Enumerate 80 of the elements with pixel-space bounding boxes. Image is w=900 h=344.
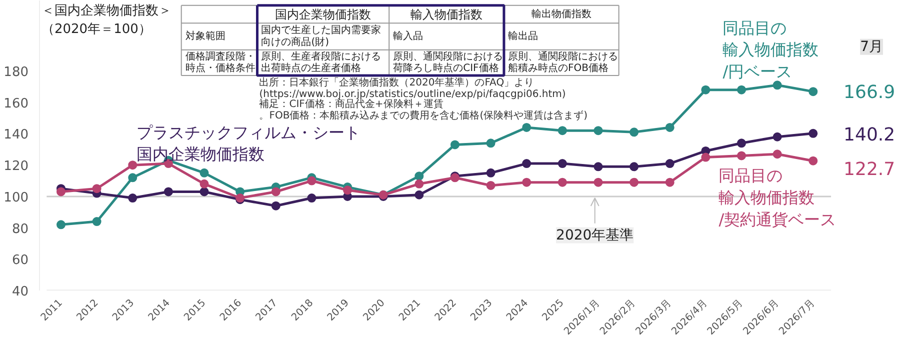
annotation: 価格調査段階・時点・価格条件 xyxy=(185,50,256,74)
annotation: 対象範囲 xyxy=(185,30,226,42)
ref-line-label: 2020年基準 xyxy=(556,227,634,244)
point xyxy=(307,194,316,203)
annotation: 原則、通関段階における船積み時点のFOB価格 xyxy=(508,50,618,74)
text: （2020年＝100） xyxy=(42,22,152,38)
point xyxy=(665,159,674,168)
y-tick-label: 80 xyxy=(12,222,29,237)
point xyxy=(56,187,66,196)
annotation: 原則、通関段階における荷降ろし時点のCIF価格 xyxy=(393,50,504,74)
point xyxy=(307,176,316,186)
point xyxy=(630,162,639,172)
point xyxy=(665,122,674,132)
point xyxy=(630,128,639,137)
data-label: 122.7 xyxy=(844,159,896,180)
annotation: 出所：日本銀行「企業物価指数（2020年基準）のFAQ」より(https://www.boj.or.jp/statistics/outline/exp/pi/faqcgpi06.htm) xyxy=(259,76,566,100)
annotation: 原則、生産者段階における出荷時点の生産者価格 xyxy=(261,50,382,74)
point xyxy=(271,187,280,196)
point xyxy=(808,87,818,96)
point xyxy=(736,151,746,160)
point xyxy=(271,201,280,210)
point xyxy=(92,217,102,226)
y-tick-label: 180 xyxy=(4,65,29,80)
series-label: 同品目の輸入物価指数/契約通貨ベース xyxy=(718,166,836,229)
point xyxy=(128,173,138,182)
point xyxy=(594,126,603,136)
point xyxy=(56,220,66,230)
point xyxy=(200,179,209,188)
point xyxy=(486,138,496,148)
point xyxy=(414,190,424,200)
chart-title: ＜国内企業物価指数＞ xyxy=(42,3,172,18)
point xyxy=(486,168,496,178)
point xyxy=(630,178,639,187)
point xyxy=(736,85,746,94)
point xyxy=(558,178,567,187)
point xyxy=(128,160,138,170)
point xyxy=(772,80,782,90)
point xyxy=(128,194,138,203)
point xyxy=(343,186,352,195)
point xyxy=(414,172,424,181)
point xyxy=(200,168,209,178)
point xyxy=(701,85,710,94)
point xyxy=(92,184,102,194)
annotation: 輸入品 xyxy=(393,30,424,42)
point xyxy=(522,122,532,132)
text: 7月 xyxy=(860,38,883,55)
series-label: 同品目の輸入物価指数/円ベース xyxy=(722,18,819,81)
point xyxy=(701,152,710,162)
y-tick-label: 140 xyxy=(4,128,29,143)
data-label: 166.9 xyxy=(844,82,896,104)
y-tick-label: 160 xyxy=(4,96,29,112)
y-tick-label: 120 xyxy=(4,159,29,174)
y-tick-label: 60 xyxy=(12,253,29,268)
point xyxy=(772,132,782,142)
point xyxy=(736,138,746,148)
y-tick-label: 40 xyxy=(12,284,29,300)
point xyxy=(808,156,818,166)
point xyxy=(772,150,782,159)
point xyxy=(200,187,209,196)
data-label: 140.2 xyxy=(844,124,896,146)
point xyxy=(558,159,567,168)
y-tick-label: 100 xyxy=(4,190,29,206)
annotation: 輸出物価指数 xyxy=(531,8,592,20)
point xyxy=(594,162,603,172)
point xyxy=(594,178,603,187)
point xyxy=(558,126,567,136)
point xyxy=(665,178,674,187)
point xyxy=(522,178,532,187)
point xyxy=(414,179,424,188)
series-label: プラスチックフィルム・シート国内企業物価指数 xyxy=(136,122,360,164)
point xyxy=(522,159,532,168)
point xyxy=(808,128,818,138)
point xyxy=(450,140,460,150)
annotation: 補足：CIF価格：商品代金+保険料＋運賃。FOB価格：本船積み込みまでの費用を含む価格(保険料や運賃は含まず) xyxy=(259,98,588,122)
point xyxy=(164,187,173,196)
annotation: 輸入物価指数 xyxy=(410,7,483,22)
annotation: 国内で生産した国内需要家向けの商品(財) xyxy=(261,24,382,48)
annotation: 輸出品 xyxy=(508,30,538,42)
annotation: 国内企業物価指数 xyxy=(275,7,372,22)
point xyxy=(486,180,496,190)
